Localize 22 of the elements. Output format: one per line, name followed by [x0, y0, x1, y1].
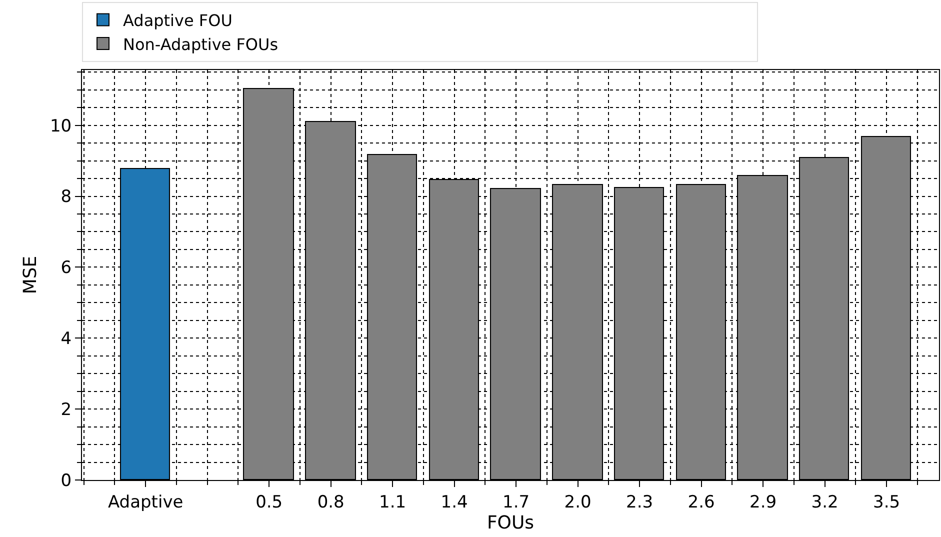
x-tick-label: 2.6 — [688, 492, 715, 512]
x-tick-label: Adaptive — [108, 492, 184, 512]
legend-label: Non-Adaptive FOUs — [123, 34, 278, 54]
x-tick-label: 3.5 — [872, 492, 900, 512]
x-tick-label: 1.4 — [440, 492, 468, 512]
x-tick-label: 1.7 — [502, 492, 530, 512]
y-tick-label: 6 — [60, 258, 72, 278]
x-tick-label: 2.0 — [564, 492, 592, 512]
y-tick-label: 0 — [60, 470, 72, 491]
y-tick-label: 8 — [60, 187, 72, 208]
x-axis-title: FOUs — [486, 512, 534, 534]
x-tick-label: 0.5 — [256, 492, 283, 512]
x-tick-label: 2.9 — [750, 492, 777, 512]
x-tick-label: 0.8 — [317, 492, 344, 512]
x-tick-label: 3.2 — [811, 492, 838, 512]
x-tick-label: 2.3 — [626, 492, 654, 512]
y-axis-title: MSE — [20, 256, 41, 294]
y-tick-label: 4 — [60, 329, 72, 350]
x-tick-label: 1.1 — [379, 492, 406, 512]
y-tick-label: 10 — [50, 116, 72, 136]
y-tick-label: 2 — [60, 400, 72, 420]
legend-label: Adaptive FOU — [123, 10, 232, 30]
